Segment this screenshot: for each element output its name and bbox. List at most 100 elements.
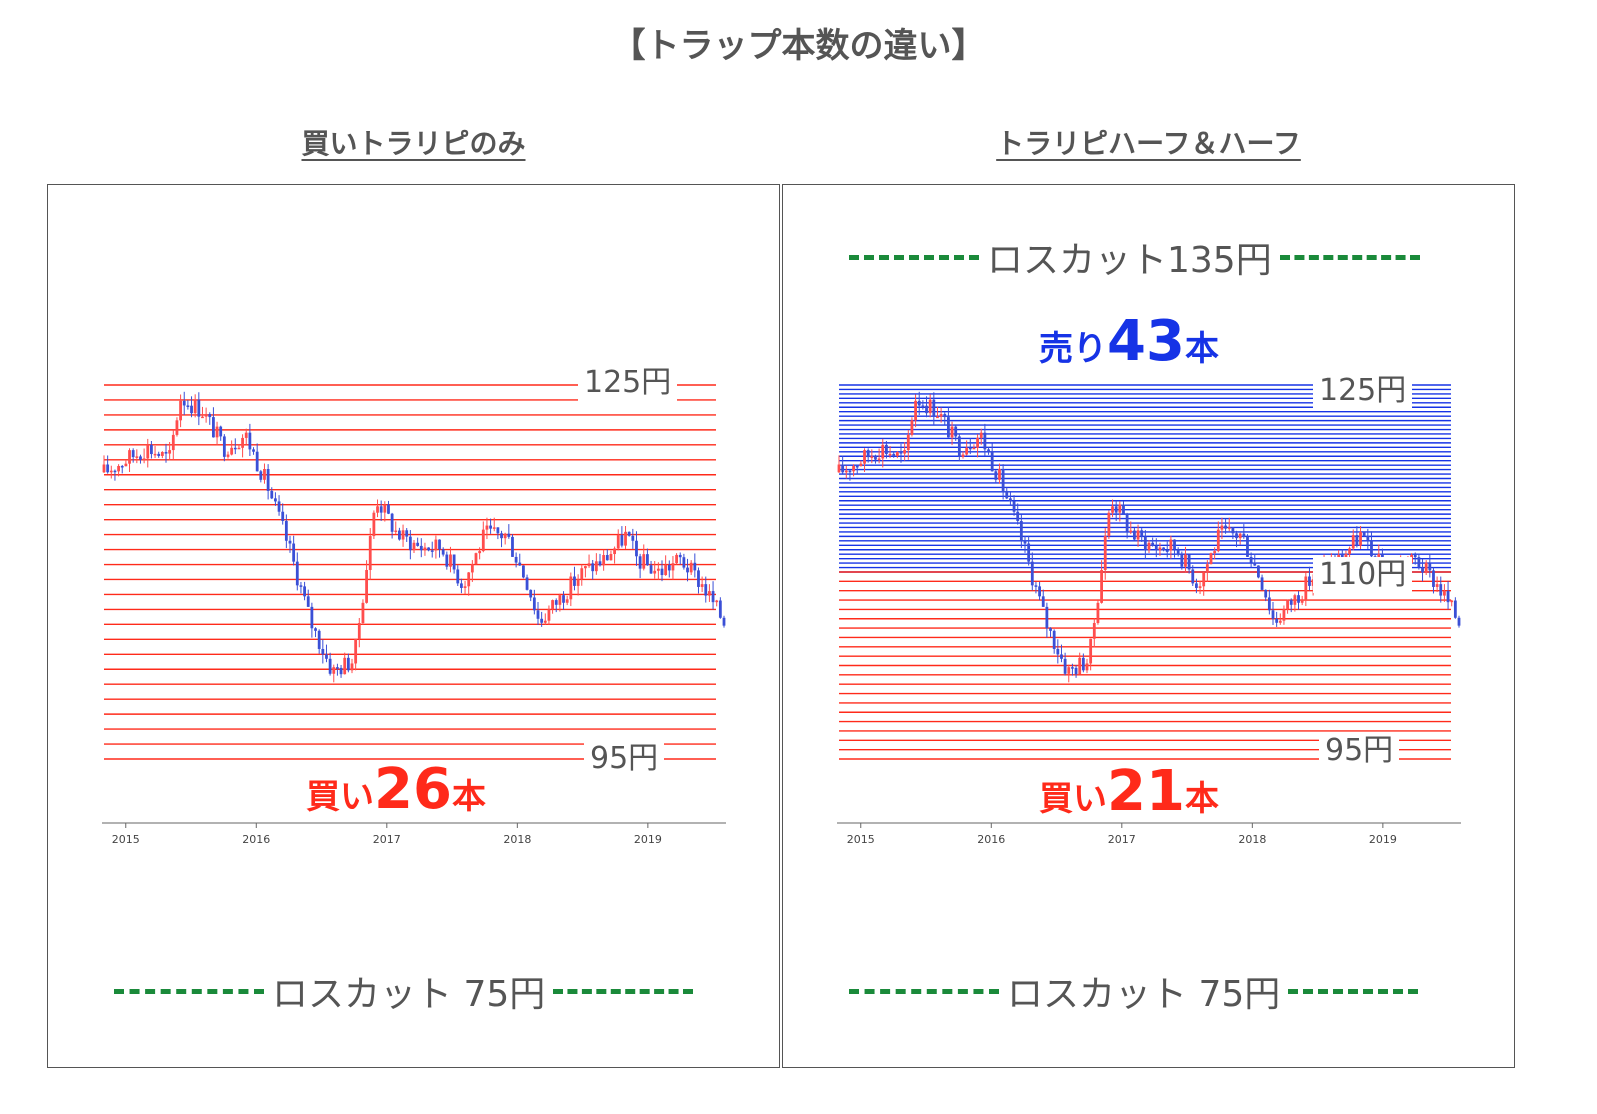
candle-body [1180,554,1184,567]
left-buy-count: 買い26本 [306,757,486,822]
candle-body [376,506,379,513]
candle-body [288,540,292,544]
candle-body [976,437,979,448]
candle-body [1213,551,1217,554]
candle-body [899,451,903,454]
candle-body [1140,530,1144,537]
candle-body [715,600,719,603]
candle-body [1366,535,1370,541]
candle-body [325,654,328,659]
x-tick-label: 2017 [373,833,401,846]
candle-body [1348,548,1351,555]
candle-body [1289,600,1293,605]
candle-body [1195,583,1198,588]
candle-body [1362,531,1366,536]
candle-body [1030,561,1034,586]
candle-body [906,434,910,451]
candle-body [452,554,456,570]
candle-body [1154,545,1158,551]
candle-body [1220,525,1224,530]
candle-body [1275,618,1279,623]
candle-body [1267,597,1271,611]
candle-body [1118,504,1122,513]
candle-body [1092,623,1096,639]
candle-body [708,591,711,596]
candle-body [423,547,427,551]
right-buy-count: 買い21本 [1039,759,1219,824]
candle-body [671,563,675,571]
candle-body [998,469,1001,480]
candle-body [135,456,139,458]
candle-body [430,550,434,552]
candle-body [686,567,689,573]
page-title: 【トラップ本数の違い】 [611,26,986,66]
left-label-95: 95円 [584,741,665,777]
right-label-110: 110円 [1313,557,1413,593]
candle-body [1103,536,1107,570]
candle-body [343,657,347,675]
candle-body [675,554,678,564]
candle-body [1041,596,1045,607]
candle-body [602,555,606,566]
candle-body [106,464,110,473]
candle-body [689,562,693,573]
left-chart: 2015 2016 2017 2018 2019 [102,384,726,846]
candle-body [1078,657,1082,675]
candle-body [372,512,376,537]
dashed-line [1279,254,1420,260]
dashed-line [849,254,979,260]
candle-body [179,400,182,421]
candle-body [1034,585,1038,587]
candle-body [150,444,153,455]
candle-body [1435,584,1439,587]
candle-body [1304,576,1308,600]
candle-body [1216,529,1220,552]
candle-body [1056,648,1060,655]
candle-body [1071,667,1074,669]
candle-body [968,447,972,450]
candle-body [646,554,649,566]
left-panel: 2015 2016 2017 2018 2019 125円 95円 買い26本 ロスカッ… [47,184,780,1068]
candle-body [1224,525,1227,529]
candle-body [697,570,700,587]
candle-body [398,530,401,540]
candle-body [438,539,441,550]
candle-body [1249,556,1253,563]
candle-body [1238,533,1242,539]
candle-body [928,399,932,414]
candle-body [317,630,321,649]
candle-body [660,568,664,576]
candle-body [682,557,686,568]
candle-body [605,555,609,561]
candle-body [957,436,961,457]
candle-body [1264,589,1268,598]
candle-body [656,568,660,571]
candle-body [321,648,325,655]
candle-body [591,563,595,572]
candle-body [598,561,602,566]
candle-body [1457,617,1461,626]
dashed-line [849,988,999,994]
dashed-line [553,988,694,994]
candle-body [1019,520,1023,541]
candle-body [270,490,274,499]
candle-body [983,432,987,450]
candle-body [1151,542,1155,546]
candle-body [874,456,877,460]
candle-body [496,527,500,534]
candle-body [460,583,463,588]
candle-body [1231,527,1235,534]
candle-body [266,469,270,491]
candle-body [175,420,179,435]
candle-body [1421,567,1424,573]
candle-body [837,464,841,473]
candle-body [463,586,467,588]
candle-body [892,453,896,456]
candle-body [1227,527,1231,529]
candle-body [306,596,310,607]
candle-body [573,576,576,586]
candle-body [190,405,193,414]
candle-body [164,451,168,454]
x-tick-label: 2018 [503,833,531,846]
candle-body [212,417,215,438]
